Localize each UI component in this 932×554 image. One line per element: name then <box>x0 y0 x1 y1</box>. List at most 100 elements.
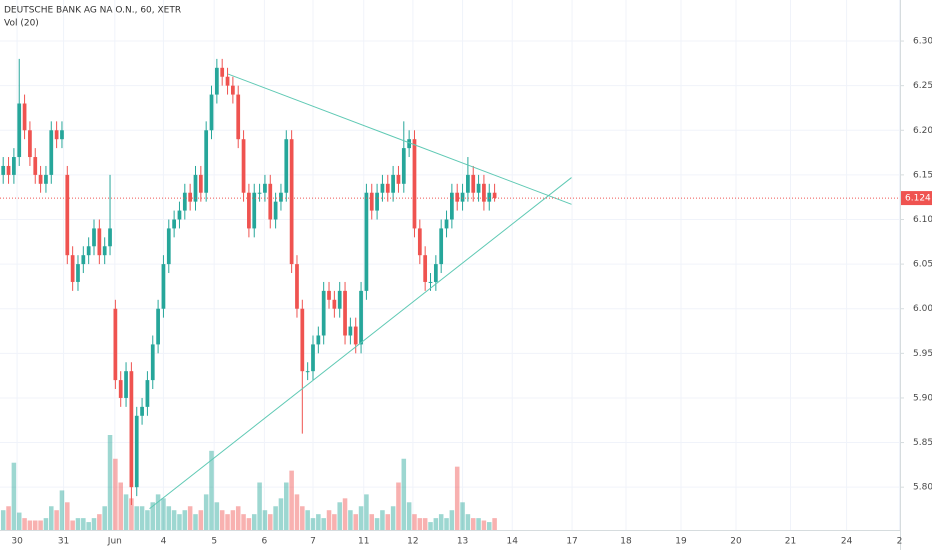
candle-body <box>209 94 214 131</box>
candle-body <box>156 308 160 345</box>
volume-bar <box>6 506 11 530</box>
candle-body <box>455 192 460 202</box>
candle-body <box>327 290 331 300</box>
candle-body <box>321 290 326 336</box>
volume-bar <box>16 512 22 530</box>
candle-body <box>332 299 337 309</box>
volume-legend: Vol (20) <box>4 19 39 29</box>
candle-body <box>482 183 486 202</box>
volume-bar <box>476 518 481 530</box>
volume-bar <box>155 494 161 530</box>
candle-body <box>428 281 433 283</box>
candle-body <box>177 210 182 220</box>
volume-bar <box>444 518 449 530</box>
volume-bar <box>11 462 17 530</box>
volume-bar <box>396 482 401 530</box>
candle-body <box>38 174 43 184</box>
candle-body <box>193 174 198 202</box>
candle-body <box>118 380 123 398</box>
candle-body <box>44 174 48 184</box>
candle-body <box>236 94 241 140</box>
candle-body <box>102 246 107 256</box>
candle-body <box>375 192 379 211</box>
x-tick-label: 2 <box>897 537 903 547</box>
volume-bar <box>449 510 455 530</box>
volume-bar <box>262 510 268 530</box>
volume-bar <box>43 518 49 530</box>
candle-body <box>92 228 96 247</box>
volume-bar <box>49 506 54 530</box>
candle-body <box>316 335 321 345</box>
candle-body <box>466 174 470 193</box>
overlay <box>0 73 900 509</box>
volume-bar <box>353 514 358 530</box>
volume-bar <box>321 518 326 530</box>
x-tick-label: 20 <box>730 537 742 547</box>
candle-body <box>161 264 166 309</box>
volume-bar <box>145 510 150 530</box>
volume-bar <box>27 520 33 530</box>
volume-bar <box>113 458 118 530</box>
volume-bar <box>225 514 230 530</box>
volume-bar <box>246 518 252 530</box>
candle-body <box>492 192 497 199</box>
volume-bar <box>305 510 310 530</box>
x-tick-label: 21 <box>785 537 796 547</box>
volume-bar <box>54 510 59 530</box>
volume-bar <box>412 514 417 530</box>
volume-bar <box>70 520 75 530</box>
candle-body <box>423 255 428 282</box>
volume-bar <box>97 514 102 530</box>
volume-bar <box>134 506 140 530</box>
y-tick-label: 5.900 <box>913 393 932 403</box>
x-tick-label: 4 <box>161 537 167 547</box>
candle-body <box>60 130 64 140</box>
candle-body <box>12 157 16 175</box>
volume-bar <box>369 514 375 530</box>
volume-bar <box>209 450 214 530</box>
candle-body <box>252 192 257 229</box>
candle-body <box>129 371 134 488</box>
volume-bar <box>294 494 300 530</box>
candle-body <box>81 255 86 265</box>
x-tick-label: 24 <box>841 537 853 547</box>
volume-bar <box>390 506 396 530</box>
candle-body <box>396 174 401 184</box>
y-tick-label: 5.850 <box>913 438 932 448</box>
candle-body <box>364 192 369 291</box>
volume-bar <box>422 518 428 530</box>
volume-bar <box>481 520 487 530</box>
volume-bar <box>38 520 43 530</box>
candle-body <box>166 228 171 265</box>
candle-body <box>284 139 289 193</box>
y-tick-label: 6.300 <box>913 37 932 47</box>
candle-body <box>49 130 54 175</box>
last-price-label: 6.124 <box>905 194 931 204</box>
x-tick-label: 11 <box>358 537 369 547</box>
volume-bar <box>267 514 273 530</box>
x-tick-label: 19 <box>675 537 687 547</box>
y-tick-label: 6.150 <box>913 170 932 180</box>
x-tick-label: 18 <box>620 537 632 547</box>
x-tick-label: 17 <box>566 537 577 547</box>
candle-body <box>108 228 112 247</box>
grid <box>0 0 900 530</box>
volume-bar <box>438 514 444 530</box>
candle-body <box>22 103 27 131</box>
volume-bar <box>342 498 348 530</box>
volume-pane <box>0 435 497 530</box>
candle-body <box>300 308 305 372</box>
candle-body <box>33 157 38 175</box>
candle-body <box>295 264 299 309</box>
y-tick-label: 6.000 <box>913 304 932 314</box>
volume-bar <box>380 510 385 530</box>
volume-bar <box>0 510 6 530</box>
candle-body <box>391 174 395 193</box>
candle-body <box>273 201 278 220</box>
volume-bar <box>486 522 492 530</box>
candle-body <box>263 183 267 193</box>
volume-bar <box>278 498 284 530</box>
candle-body <box>225 76 230 86</box>
candle-body <box>247 192 251 229</box>
